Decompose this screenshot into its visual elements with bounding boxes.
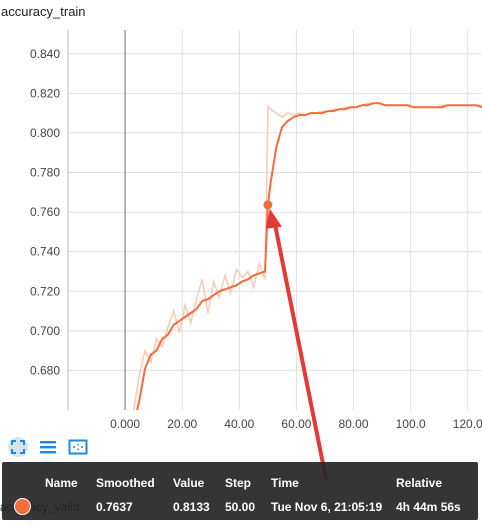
x-tick-label: 60.00	[281, 417, 311, 431]
smoothed-value: 0.7637	[96, 500, 133, 514]
header-smoothed: Smoothed	[96, 476, 155, 490]
y-tick-label: 0.740	[30, 245, 60, 259]
y-tick-label: 0.760	[30, 205, 60, 219]
header-name: Name	[45, 476, 78, 490]
y-tick-label: 0.800	[30, 126, 60, 140]
smoothed-series-line	[136, 102, 482, 410]
header-time: Time	[271, 476, 299, 490]
fit-domain-button[interactable]	[68, 437, 88, 457]
x-tick-label: 40.00	[224, 417, 254, 431]
x-tick-label: 120.0	[453, 417, 482, 431]
grid	[68, 30, 482, 410]
annotation-arrow-line	[271, 216, 328, 480]
chart-toolbar	[8, 437, 88, 457]
x-tick-label: 0.000	[110, 417, 140, 431]
fit-domain-icon	[68, 439, 88, 455]
header-relative: Relative	[396, 476, 443, 490]
time-value: Tue Nov 6, 21:05:19	[271, 500, 383, 514]
annotation-arrow-head	[265, 208, 282, 229]
raw-value: 0.8133	[173, 500, 210, 514]
list-icon	[40, 441, 56, 454]
expand-button[interactable]	[8, 437, 28, 457]
y-tick-label: 0.840	[30, 47, 60, 61]
y-tick-label: 0.820	[30, 86, 60, 100]
series	[132, 102, 482, 410]
annotation	[263, 200, 328, 480]
y-tick-label: 0.720	[30, 284, 60, 298]
step-value: 50.00	[225, 500, 256, 514]
run-name: accuracy_valid	[0, 500, 80, 514]
highlight-point	[263, 200, 273, 210]
relative-value: 4h 44m 56s	[396, 500, 461, 514]
tooltip-panel: Name Smoothed Value Step Time Relative a…	[0, 462, 478, 520]
x-tick-label: 100.0	[396, 417, 426, 431]
raw-series-line	[132, 102, 482, 410]
header-value: Value	[173, 476, 205, 490]
y-tick-label: 0.780	[30, 166, 60, 180]
run-color-dot	[14, 498, 31, 515]
expand-icon	[11, 440, 25, 454]
toggle-log-button[interactable]	[38, 437, 58, 457]
chart-title: accuracy_train	[1, 4, 86, 19]
header-step: Step	[225, 476, 252, 490]
x-tick-label: 20.00	[167, 417, 197, 431]
x-tick-label: 80.00	[339, 417, 369, 431]
axes: 0.680 0.700 0.720 0.740 0.760 0.780 0.800 0.820…	[30, 30, 482, 431]
y-tick-label: 0.700	[30, 324, 60, 338]
y-tick-label: 0.680	[30, 363, 60, 377]
